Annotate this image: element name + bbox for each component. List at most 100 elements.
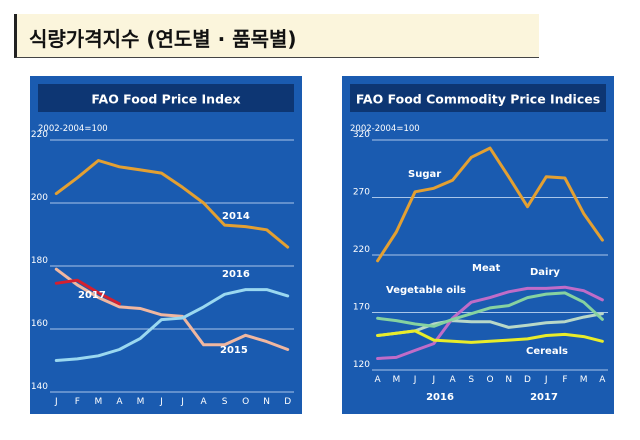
data-point-2017 [97,291,100,294]
data-point-2015 [160,313,163,316]
chart-title: FAO Food Commodity Price Indices [356,92,600,107]
data-point-cereals [470,341,473,344]
data-point-meat [470,320,473,323]
x-tick-label: A [449,375,456,385]
data-point-cereals [489,340,491,343]
x-tick-label: N [505,375,512,385]
x-tick-label: A [375,375,382,385]
data-point-vegetable-oils [601,318,604,321]
data-point-2014 [160,172,163,174]
x-tick-label: M [392,375,400,385]
data-point-vegetable-oils [395,319,398,322]
data-point-cereals [432,339,435,341]
y-tick-label: 160 [31,319,48,329]
data-point-2015 [265,340,268,343]
series-label-dairy: Dairy [530,267,560,278]
series-label-2017: 2017 [78,290,106,301]
data-point-2014 [223,224,226,226]
data-point-meat [507,326,510,329]
data-point-cereals [376,334,379,337]
unit-note: 2002-2004=100 [350,124,420,134]
data-point-dairy [564,286,566,289]
data-point-vegetable-oils [432,325,435,328]
data-point-meat [564,320,566,323]
series-line-2016 [54,288,290,362]
data-point-sugar [507,175,510,178]
page-title: 식량가격지수 (연도별 · 품목별) [29,27,297,51]
data-point-vegetable-oils [564,292,566,294]
data-point-2015 [139,307,142,310]
data-point-meat [601,312,604,315]
x-tick-label: S [468,375,474,385]
data-point-meat [582,316,585,318]
data-point-sugar [432,187,435,190]
data-point-dairy [376,357,379,360]
year-label: 2016 [426,392,454,403]
data-point-2015 [202,343,205,346]
x-tick-label: F [75,397,80,407]
series-label-vegetable-oils: Vegetable oils [386,285,466,296]
x-tick-label: J [544,375,548,385]
series-line-2017 [54,278,121,306]
x-tick-label: F [562,375,567,385]
data-point-cereals [601,340,604,343]
series-line-2014 [54,159,290,249]
y-tick-label: 220 [31,130,48,140]
data-point-vegetable-oils [526,296,529,299]
data-point-cereals [582,335,585,338]
data-point-sugar [526,205,529,208]
year-label: 2017 [530,392,558,403]
data-point-cereals [507,339,510,341]
data-point-vegetable-oils [582,301,585,304]
data-point-2016 [55,359,58,362]
data-point-2016 [160,318,163,321]
data-point-2016 [139,337,142,340]
data-point-2015 [286,348,289,351]
data-point-2014 [202,202,205,204]
data-point-2014 [181,186,184,189]
unit-note: 2002-2004=100 [38,124,108,134]
x-tick-label: D [284,397,291,407]
data-point-2016 [286,295,289,297]
data-point-sugar [395,231,398,233]
data-point-vegetable-oils [414,323,416,325]
series-label-2015: 2015 [220,345,248,356]
data-point-2014 [55,192,58,195]
data-point-sugar [564,177,566,179]
data-point-dairy [432,342,435,345]
data-point-sugar [376,259,379,262]
data-point-2016 [244,288,247,291]
x-tick-label: S [222,397,228,407]
data-point-2016 [265,288,268,291]
data-point-2016 [223,293,226,296]
data-point-2015 [223,343,226,346]
x-tick-label: A [200,397,207,407]
x-tick-label: N [263,397,270,407]
page-title-bar: 식량가격지수 (연도별 · 품목별) [14,14,539,58]
data-point-2014 [76,176,79,179]
data-point-2014 [139,169,142,171]
x-tick-label: J [431,375,435,385]
data-point-dairy [545,287,548,290]
x-tick-label: M [94,397,102,407]
data-point-sugar [489,147,491,149]
data-point-meat [432,323,435,325]
y-tick-label: 320 [353,130,370,140]
x-tick-label: A [599,375,606,385]
data-point-2017 [118,302,121,305]
data-point-2017 [55,282,58,285]
data-point-2016 [97,354,100,357]
x-tick-label: A [116,397,123,407]
data-point-vegetable-oils [451,318,454,321]
data-point-dairy [507,290,510,293]
data-point-meat [489,320,491,323]
data-point-dairy [489,296,491,299]
data-point-2014 [244,225,247,228]
data-point-dairy [470,301,473,304]
data-point-vegetable-oils [376,317,379,320]
data-point-cereals [526,338,529,340]
x-tick-label: J [159,397,163,407]
data-point-dairy [582,289,585,292]
data-point-2016 [202,306,205,308]
data-point-2014 [118,165,121,168]
